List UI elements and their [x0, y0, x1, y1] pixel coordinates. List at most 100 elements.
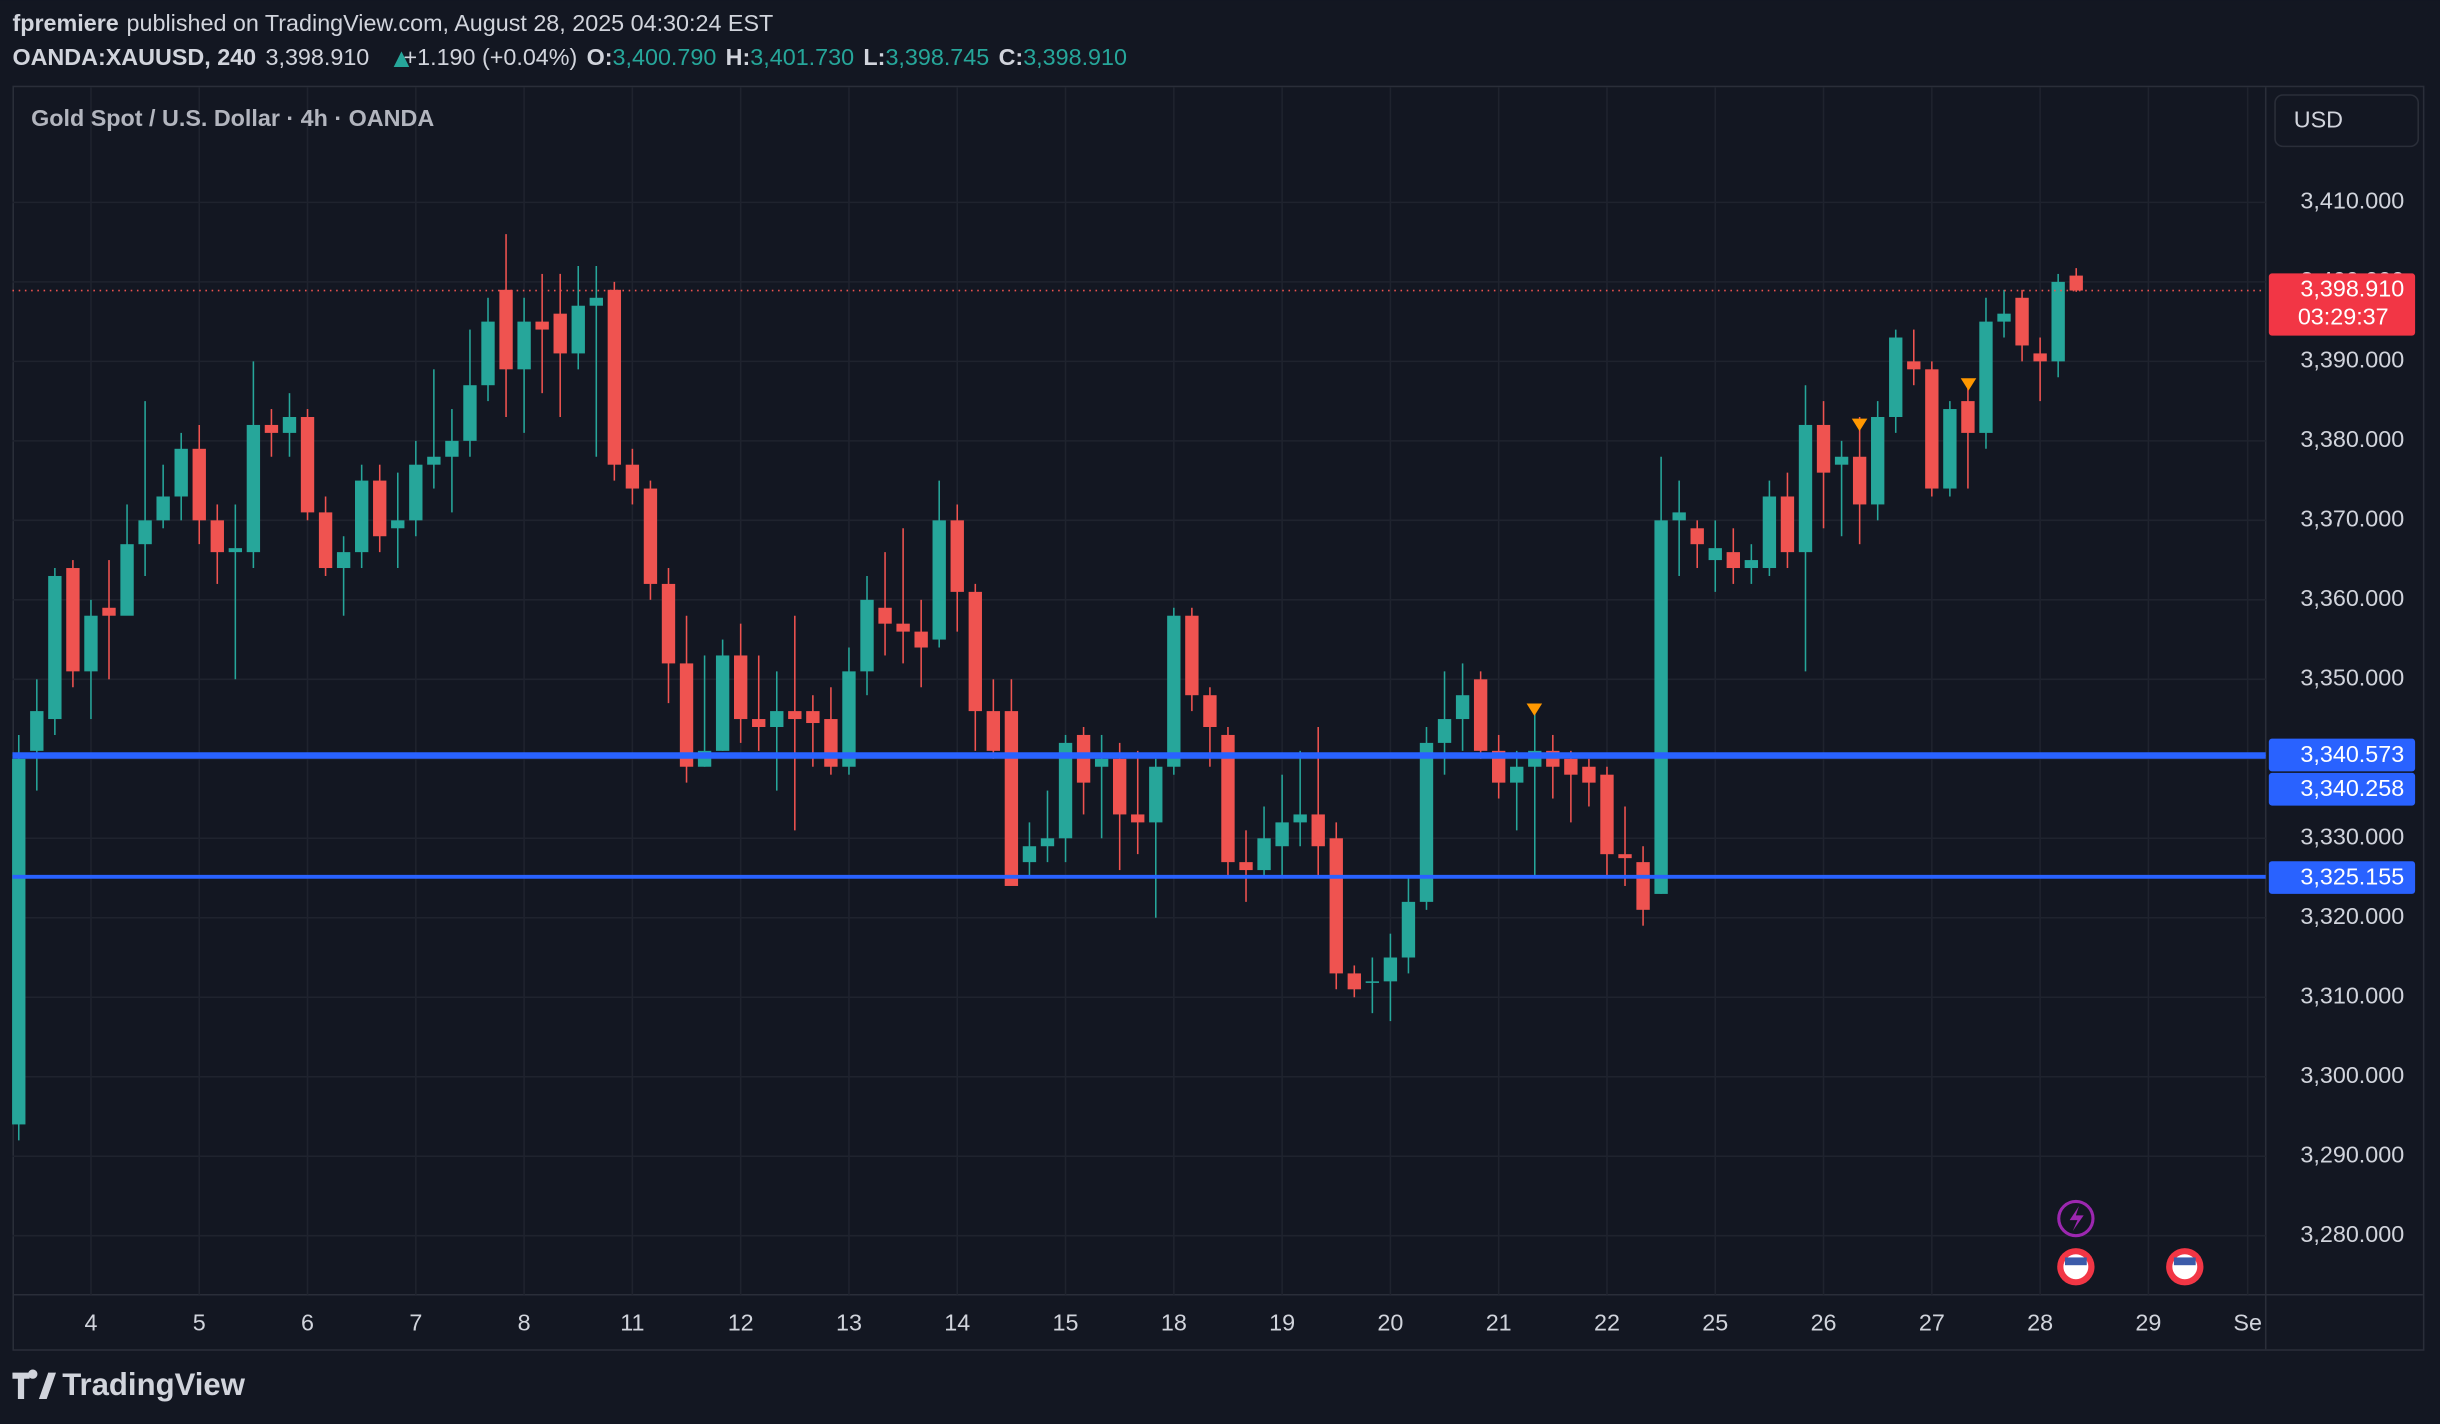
candle-body — [1907, 361, 1921, 370]
candle-body — [2033, 353, 2047, 362]
candle-body — [228, 548, 243, 553]
candle-body — [1076, 734, 1091, 783]
event-flag — [2173, 1257, 2196, 1266]
candle-body — [1852, 456, 1867, 505]
candle-body — [138, 520, 152, 545]
candle-body — [1419, 742, 1434, 902]
candle-body — [1221, 734, 1235, 863]
candle-body — [535, 321, 549, 330]
x-tick-label: 5 — [193, 1310, 206, 1336]
y-tick-label: 3,380.000 — [2300, 426, 2404, 452]
candle-body — [770, 711, 784, 727]
currency-button[interactable] — [2274, 94, 2419, 148]
x-tick-label: 19 — [1269, 1310, 1295, 1336]
y-tick-label: 3,410.000 — [2300, 188, 2404, 214]
x-tick-label: 26 — [1811, 1310, 1837, 1336]
symbol: OANDA:XAUUSD, 240 — [12, 44, 256, 70]
candle-body — [1889, 337, 1903, 418]
candle-body — [752, 719, 766, 727]
candle-body — [1275, 822, 1289, 847]
y-tick-label: 3,350.000 — [2300, 664, 2404, 690]
candle-body — [1834, 456, 1849, 465]
quote-line: OANDA:XAUUSD, 240 3,398.910 +1.190 (+0.04%… — [12, 44, 1127, 70]
candle-body — [733, 655, 748, 720]
candle-body — [1708, 548, 1722, 561]
candle-body — [914, 631, 928, 648]
candle-body — [499, 289, 513, 370]
l-label: L: — [863, 44, 885, 70]
countdown: 03:29:37 — [2298, 304, 2389, 330]
candle-body — [1943, 409, 1957, 489]
price-tag-label: 3,340.573 — [2300, 741, 2404, 767]
candle-body — [264, 424, 279, 433]
h-label: H: — [726, 44, 751, 70]
x-tick-label: 15 — [1053, 1310, 1079, 1336]
x-tick-label: 21 — [1486, 1310, 1512, 1336]
candle-body — [336, 552, 351, 569]
price-tag-label: 3,325.155 — [2300, 864, 2404, 890]
candle-body — [409, 464, 423, 521]
candle-body — [643, 488, 658, 584]
candle-body — [1618, 854, 1632, 859]
candle-body — [210, 520, 224, 553]
candle-body — [1058, 742, 1073, 839]
candle-body — [1185, 615, 1199, 696]
candle-body — [679, 663, 694, 767]
candle-body — [1293, 814, 1307, 823]
event-flag — [2064, 1257, 2087, 1266]
candle-body — [1149, 766, 1163, 823]
candle-body — [860, 599, 874, 672]
candle-body — [174, 448, 188, 497]
candle-body — [1672, 512, 1686, 521]
candle-body — [589, 297, 603, 306]
x-tick-label: 6 — [301, 1310, 314, 1336]
candle-body — [66, 568, 80, 672]
candle-body — [1564, 758, 1578, 775]
candle-body — [824, 719, 838, 767]
candle-body — [30, 711, 44, 751]
candle-body — [1022, 846, 1037, 863]
x-tick-label: 14 — [944, 1310, 970, 1336]
candle-body — [1997, 313, 2011, 322]
price-tag — [2268, 772, 2416, 806]
x-tick-label: 25 — [1702, 1310, 1728, 1336]
currency[interactable]: USD — [2294, 107, 2343, 133]
y-tick-label: 3,300.000 — [2300, 1062, 2404, 1088]
candle-body — [318, 512, 333, 569]
candle-body — [1961, 401, 1975, 433]
candle-body — [1798, 424, 1813, 553]
candle-body — [373, 480, 387, 537]
candle-body — [246, 424, 261, 553]
candle-body — [1762, 496, 1777, 569]
signal-marker — [1851, 418, 1868, 432]
candle-body — [1365, 981, 1380, 983]
x-tick-label: 12 — [728, 1310, 754, 1336]
candle-body — [932, 520, 946, 640]
candle-body — [1167, 615, 1181, 767]
candle-body — [354, 480, 369, 553]
up-arrow — [393, 51, 410, 67]
y-tick-label: 3,330.000 — [2300, 823, 2404, 849]
candle-body — [1401, 901, 1416, 958]
open: 3,400.790 — [613, 44, 717, 70]
last-price-label: 3,398.910 — [2300, 276, 2404, 302]
x-tick-label: 28 — [2027, 1310, 2053, 1336]
x-tick-label: 11 — [620, 1310, 644, 1336]
candle-body — [1311, 814, 1325, 847]
o-label: O: — [587, 44, 613, 70]
candle-body — [2015, 297, 2029, 346]
candle-body — [1203, 695, 1217, 727]
price-tag — [2268, 738, 2416, 772]
candle-body — [661, 583, 676, 664]
candle-body — [1726, 552, 1740, 569]
x-tick-label: 7 — [409, 1310, 422, 1336]
candle-body — [571, 305, 585, 354]
candle-body — [1455, 695, 1470, 720]
candle-body — [878, 607, 892, 624]
candle-body — [1979, 321, 1993, 433]
candle-body — [1329, 838, 1343, 974]
candle-body — [1040, 838, 1055, 847]
x-tick-label: 4 — [84, 1310, 97, 1336]
published: published on TradingView.com, August 28,… — [127, 10, 774, 36]
